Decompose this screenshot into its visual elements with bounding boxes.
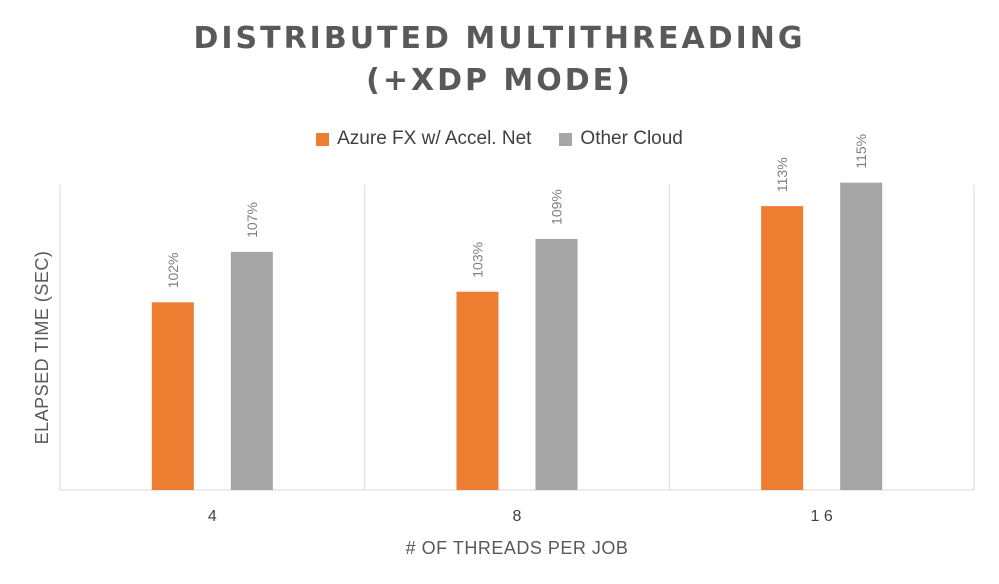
bar-other-cloud-2 [840, 182, 883, 490]
bar-azure-0 [151, 302, 194, 490]
data-label-other-cloud-2: 115% [853, 134, 869, 169]
legend-item-azure: Azure FX w/ Accel. Net [316, 128, 531, 150]
y-axis-title: ELAPSED TIME (SEC) [32, 251, 52, 445]
legend-label-azure: Azure FX w/ Accel. Net [337, 128, 532, 149]
bar-other-cloud-0 [230, 251, 273, 490]
legend-swatch-azure [316, 132, 330, 146]
bar-azure-2 [761, 206, 804, 490]
data-label-azure-2: 113% [774, 157, 790, 192]
chart-title-line-1: DISTRIBUTED MULTITHREADING [193, 21, 806, 56]
data-label-azure-0: 102% [165, 252, 181, 288]
legend-item-other-cloud: Other Cloud [559, 128, 683, 150]
data-label-other-cloud-1: 109% [549, 189, 565, 225]
data-label-azure-1: 103% [470, 242, 486, 278]
chart-title-line-2: (+XDP MODE) [366, 63, 633, 98]
legend: Azure FX w/ Accel. Net Other Cloud [0, 128, 999, 150]
x-tick-label-1: 8 [513, 508, 522, 525]
x-axis-title: # OF THREADS PER JOB [406, 538, 629, 558]
legend-swatch-other-cloud [559, 132, 573, 146]
x-tick-label-0: 4 [208, 508, 217, 525]
data-label-other-cloud-0: 107% [244, 202, 260, 238]
bar-other-cloud-1 [535, 238, 578, 490]
bar-azure-1 [456, 291, 499, 490]
chart-title: DISTRIBUTED MULTITHREADING (+XDP MODE) [0, 18, 999, 102]
legend-label-other-cloud: Other Cloud [580, 128, 683, 149]
x-tick-label-2: 1 6 [811, 508, 833, 525]
